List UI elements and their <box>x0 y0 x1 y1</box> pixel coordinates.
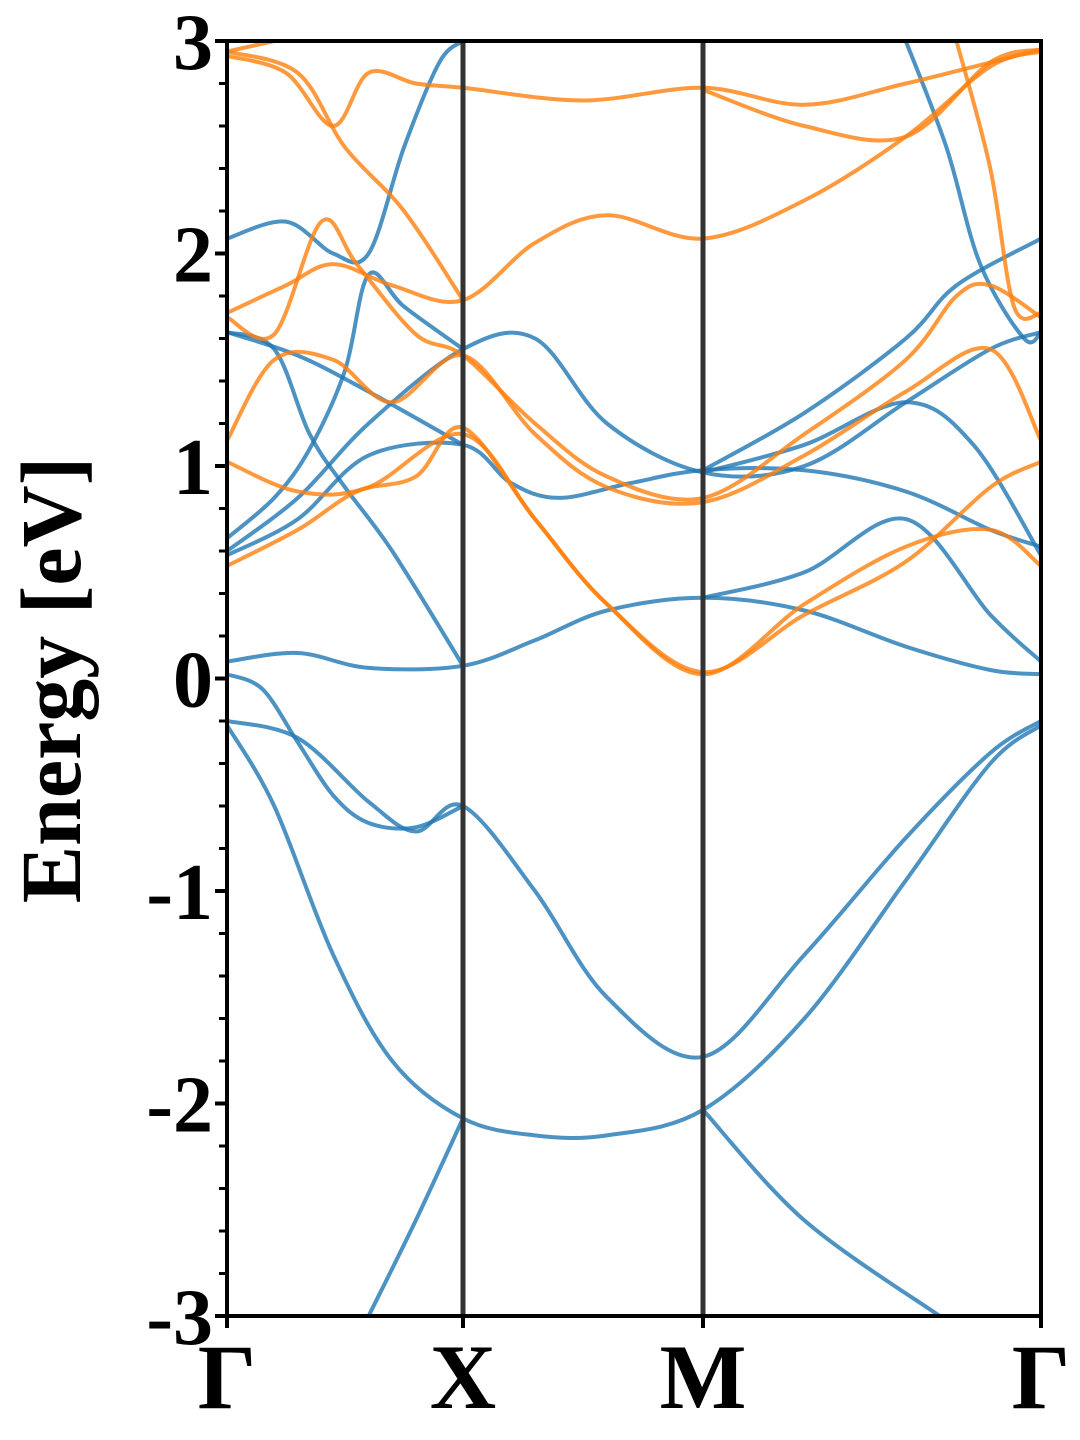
y-tick-label: 1 <box>173 424 213 512</box>
y-tick-label: 0 <box>173 637 213 725</box>
band-line-a-3 <box>701 1107 942 1316</box>
band-line-b-5 <box>227 49 465 303</box>
band-line-a-12 <box>701 236 1041 473</box>
band-line-b-1 <box>227 431 1041 675</box>
band-lines <box>227 41 1041 1316</box>
band-line-b-2 <box>227 345 1041 506</box>
y-tick-labels: 3 2 1 0 -1 -2 -3 <box>146 0 213 1362</box>
band-line-a-7 <box>227 330 1041 553</box>
kpath-vertical-lines <box>460 41 706 1316</box>
band-line-a-1 <box>227 723 1041 1141</box>
y-tick-label: 2 <box>173 212 213 300</box>
band-line-a-14 <box>227 41 465 265</box>
y-tick-label: -2 <box>146 1062 213 1150</box>
y-tick-label: -1 <box>146 849 213 937</box>
band-line-a-4 <box>227 595 1041 677</box>
x-tick-label: Γ <box>198 1326 257 1428</box>
band-line-a-9 <box>227 330 465 668</box>
band-line-a-15 <box>903 41 1041 345</box>
band-line-b-3 <box>227 217 1041 502</box>
x-tick-label: M <box>660 1326 747 1428</box>
band-line-a-2 <box>366 1116 465 1316</box>
x-tick-marks <box>225 1316 1043 1328</box>
band-line-b-8 <box>701 47 1041 143</box>
x-tick-label: X <box>430 1326 496 1428</box>
band-line-a-6 <box>701 516 1041 664</box>
band-line-a-0 <box>227 719 1041 1060</box>
band-line-a-13 <box>701 400 1041 558</box>
y-axis-label: Energy [eV] <box>3 457 99 904</box>
band-line-a-5 <box>227 672 465 831</box>
band-line-b-6 <box>227 47 1041 129</box>
band-line-a-10 <box>227 330 465 447</box>
y-tick-label: -3 <box>146 1274 213 1362</box>
x-tick-label: Γ <box>1012 1326 1071 1428</box>
y-tick-label: 3 <box>173 0 213 87</box>
band-line-b-9 <box>954 41 1041 321</box>
